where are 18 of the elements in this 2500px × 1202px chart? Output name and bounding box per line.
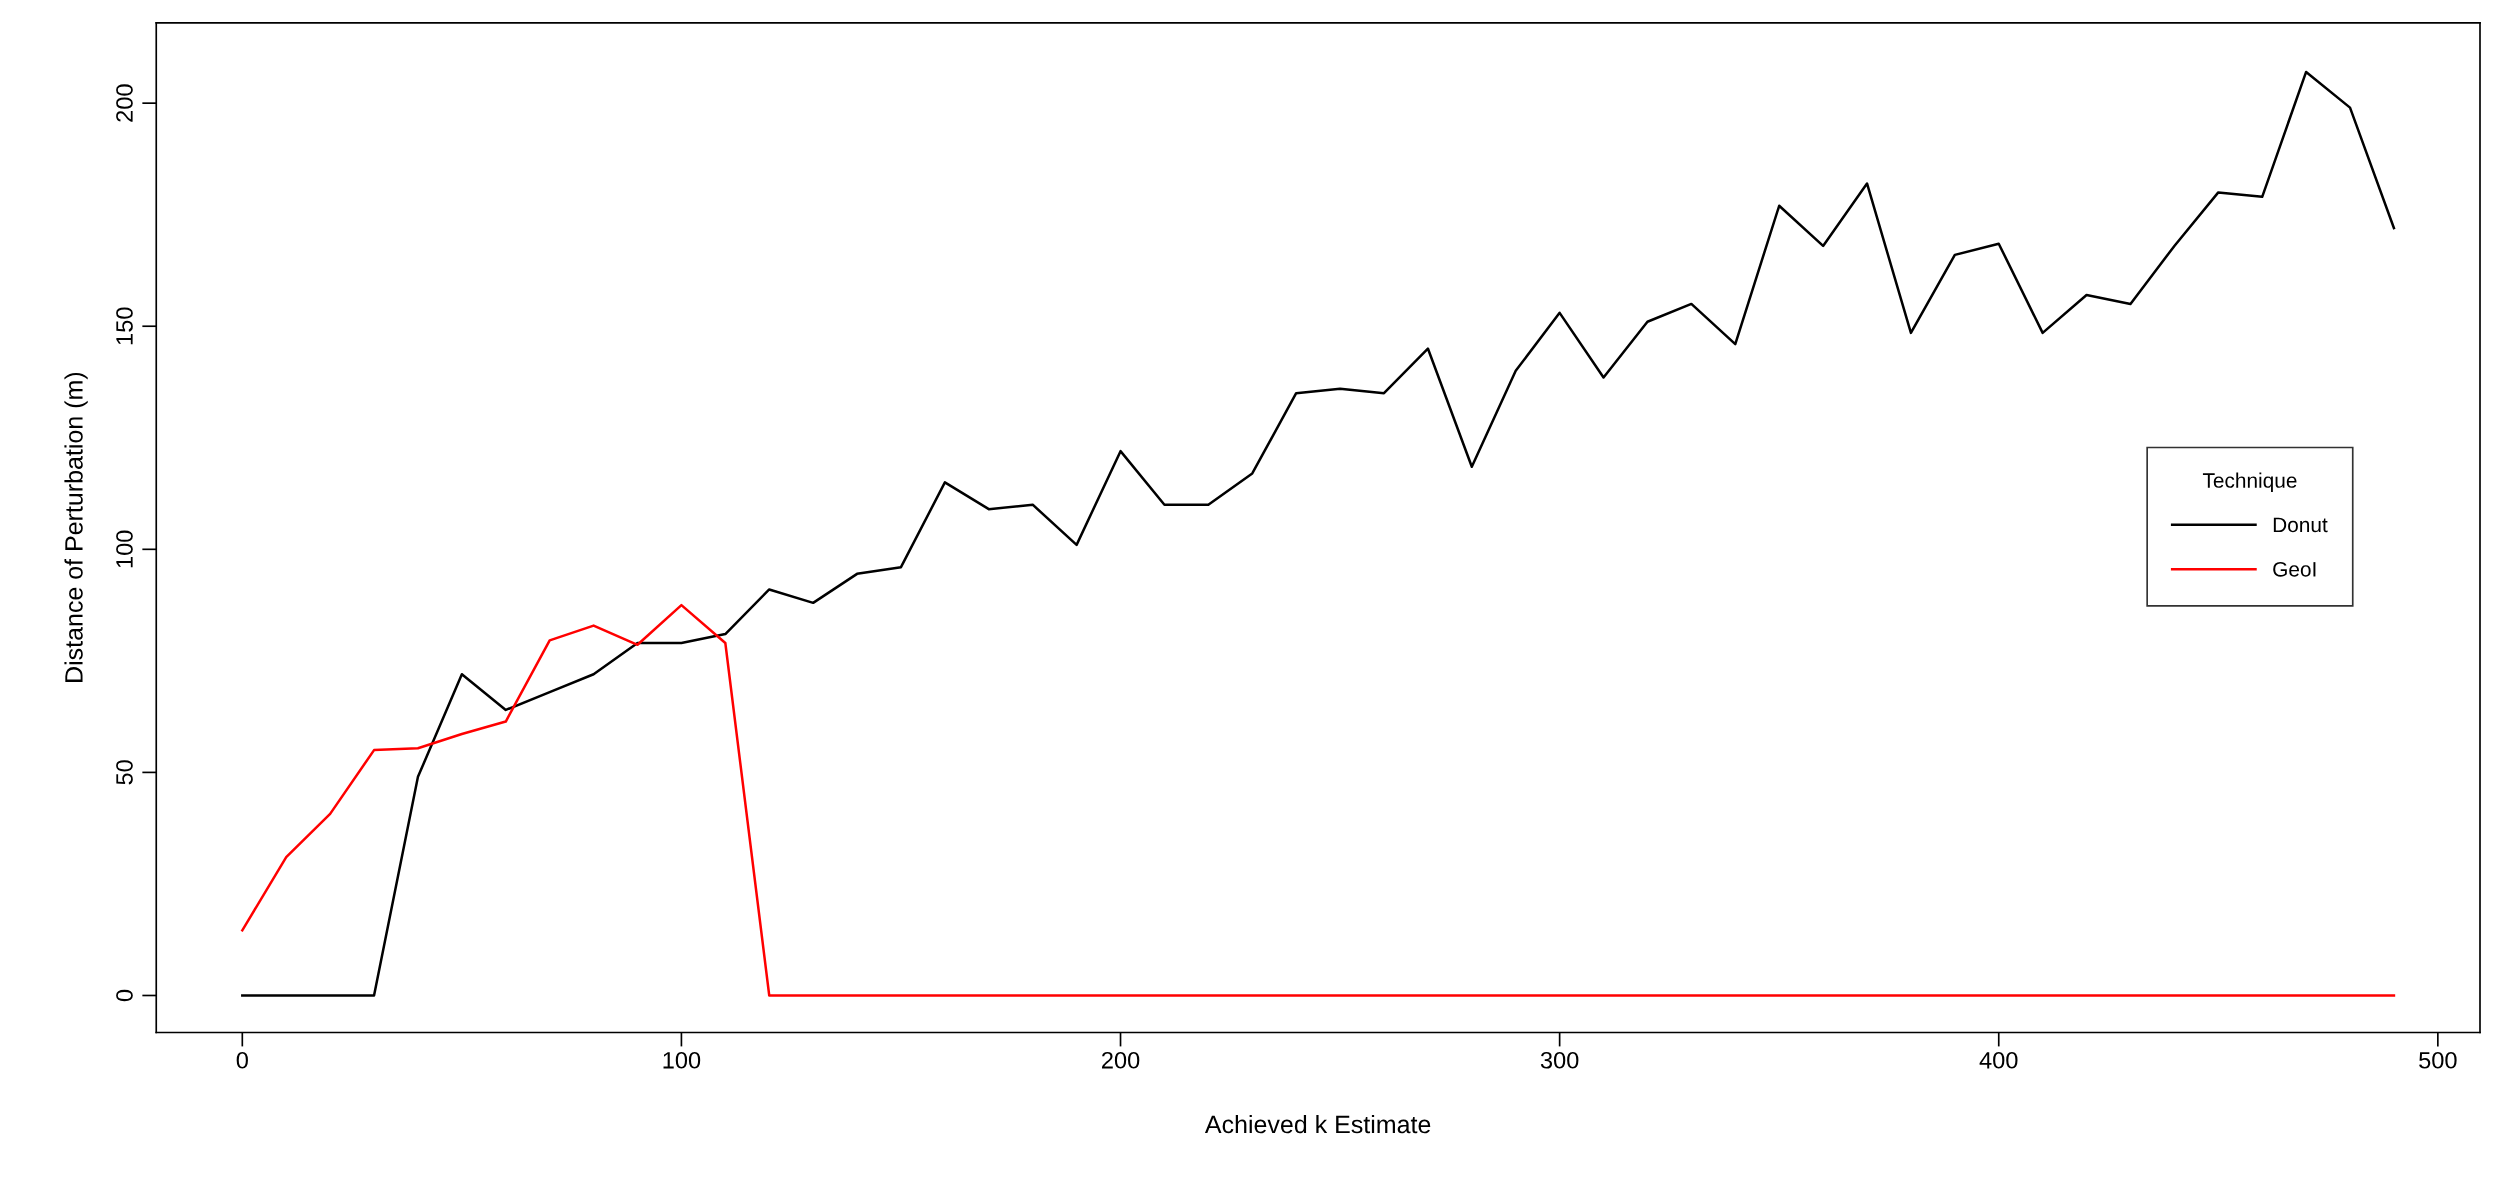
y-tick-label: 200 xyxy=(116,84,133,122)
legend-label: GeoI xyxy=(2273,561,2316,577)
x-tick-label: 0 xyxy=(236,1051,248,1069)
y-tick-label: 150 xyxy=(116,307,133,345)
y-tick-label: 50 xyxy=(116,760,133,785)
line-series xyxy=(241,70,2396,997)
legend-title: Technique xyxy=(2202,472,2297,492)
x-tick-label: 400 xyxy=(1979,1051,2018,1069)
x-tick-label: 200 xyxy=(1102,1051,1140,1069)
y-tick-label: 100 xyxy=(116,530,133,568)
line-series xyxy=(241,603,2396,997)
x-tick-label: 300 xyxy=(1540,1051,1579,1069)
legend-label: Donut xyxy=(2273,517,2328,533)
x-tick-label: 100 xyxy=(663,1051,701,1069)
y-tick-label: 0 xyxy=(116,989,133,1002)
y-axis-title: Distance of Perturbation (m) xyxy=(64,372,88,682)
x-tick-label: 500 xyxy=(2419,1051,2457,1069)
x-axis-title: Achieved k Estimate xyxy=(1204,1114,1431,1134)
